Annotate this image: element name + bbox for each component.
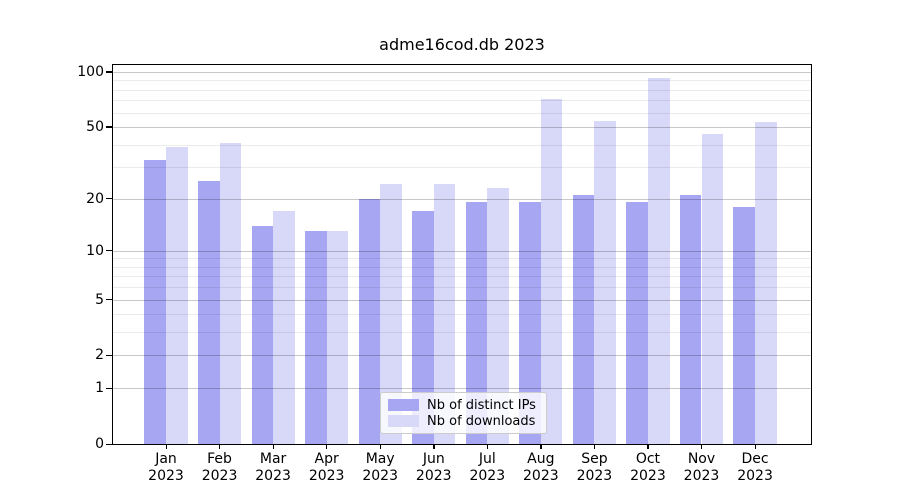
legend-item-distinct-ips: Nb of distinct IPs <box>388 398 539 413</box>
y-tick-label-50: 50 <box>86 118 104 135</box>
y-tick-label-20: 20 <box>86 190 104 207</box>
y-tick-label-10: 10 <box>86 242 104 259</box>
y-tick-mark-0 <box>106 443 112 445</box>
x-tick-label-month-dec: Dec <box>741 451 769 467</box>
x-tick-label-month-feb: Feb <box>207 451 232 467</box>
legend-swatch-downloads <box>388 415 419 427</box>
bar-nb-of-distinct-ips-aug <box>519 202 541 444</box>
x-tick-label-month-jun: Jun <box>422 451 445 467</box>
x-tick-label-month-apr: Apr <box>314 451 339 467</box>
y-tick-label-1: 1 <box>95 380 104 397</box>
x-tick-label-mar: Mar 2023 <box>241 451 305 485</box>
x-tick-label-may: May 2023 <box>348 451 412 485</box>
bar-nb-of-distinct-ips-jun <box>412 210 434 444</box>
bar-nb-of-distinct-ips-oct <box>626 202 648 444</box>
y-tick-label-0: 0 <box>95 436 104 452</box>
x-tick-label-sep: Sep 2023 <box>562 451 626 485</box>
y-tick-mark-2 <box>106 354 112 357</box>
x-tick-label-year-sep: 2023 <box>576 468 613 484</box>
bar-nb-of-downloads-apr <box>326 231 349 444</box>
x-tick-label-oct: Oct 2023 <box>616 451 680 485</box>
chart-title: adme16cod.db 2023 <box>379 35 545 54</box>
bar-nb-of-distinct-ips-mar <box>251 225 274 444</box>
x-tick-label-nov: Nov 2023 <box>670 451 734 485</box>
x-tick-label-dec: Dec 2023 <box>723 451 787 485</box>
bar-nb-of-distinct-ips-jul <box>465 202 488 444</box>
x-tick-label-feb: Feb 2023 <box>188 451 252 485</box>
x-tick-label-month-sep: Sep <box>581 451 608 467</box>
y-tick-label-2: 2 <box>95 347 104 364</box>
x-tick-label-year-dec: 2023 <box>737 468 773 484</box>
legend-label-downloads: Nb of downloads <box>427 413 536 429</box>
legend-swatch-distinct-ips <box>388 399 419 411</box>
x-tick-mark-aug <box>540 444 542 449</box>
x-tick-mark-jun <box>433 444 435 449</box>
bar-nb-of-distinct-ips-apr <box>305 231 327 444</box>
bar-nb-of-distinct-ips-sep <box>572 194 595 444</box>
bar-nb-of-distinct-ips-feb <box>197 181 220 444</box>
legend: Nb of distinct IPs Nb of downloads <box>380 392 547 434</box>
legend-label-distinct-ips: Nb of distinct IPs <box>427 397 536 413</box>
x-tick-label-year-oct: 2023 <box>630 468 666 484</box>
y-tick-mark-5 <box>106 299 112 301</box>
x-tick-label-year-jan: 2023 <box>148 468 184 484</box>
x-tick-label-jan: Jan 2023 <box>134 451 198 485</box>
x-tick-label-aug: Aug 2023 <box>509 451 573 485</box>
x-tick-label-month-aug: Aug <box>527 451 555 467</box>
x-tick-mark-feb <box>219 444 221 449</box>
y-tick-mark-1 <box>106 387 112 389</box>
x-tick-label-month-may: May <box>365 451 395 467</box>
x-tick-mark-apr <box>326 444 328 449</box>
x-tick-label-jul: Jul 2023 <box>455 451 519 485</box>
bar-nb-of-distinct-ips-may <box>358 198 381 444</box>
bars-layer <box>113 65 811 444</box>
x-tick-mark-sep <box>593 444 596 449</box>
x-tick-mark-dec <box>754 444 756 449</box>
bar-nb-of-downloads-aug <box>540 99 563 444</box>
x-tick-label-year-apr: 2023 <box>308 468 345 484</box>
bar-nb-of-downloads-jun <box>433 184 456 444</box>
bar-nb-of-downloads-dec <box>755 122 777 444</box>
y-tick-label-100: 100 <box>77 63 104 80</box>
x-tick-label-month-mar: Mar <box>259 451 287 467</box>
x-tick-label-year-mar: 2023 <box>255 468 291 484</box>
bar-nb-of-distinct-ips-dec <box>733 206 756 444</box>
x-tick-label-year-nov: 2023 <box>683 468 720 484</box>
x-tick-mark-jan <box>165 444 167 449</box>
y-tick-label-5: 5 <box>95 291 104 308</box>
x-tick-mark-nov <box>701 444 703 449</box>
x-tick-label-month-oct: Oct <box>635 451 661 467</box>
x-tick-mark-may <box>379 444 381 449</box>
x-tick-label-year-jul: 2023 <box>469 468 506 484</box>
x-tick-label-jun: Jun 2023 <box>402 451 466 485</box>
bar-nb-of-downloads-feb <box>219 142 242 444</box>
y-tick-mark-100 <box>106 71 112 73</box>
bar-nb-of-distinct-ips-nov <box>679 194 702 444</box>
y-tick-mark-20 <box>106 198 112 200</box>
bar-nb-of-downloads-jul <box>487 187 509 444</box>
x-tick-label-apr: Apr 2023 <box>295 451 359 485</box>
x-tick-label-year-may: 2023 <box>362 468 398 484</box>
x-tick-mark-jul <box>486 444 489 449</box>
x-tick-mark-oct <box>647 444 649 449</box>
bar-nb-of-downloads-nov <box>701 133 724 444</box>
bar-nb-of-downloads-jan <box>166 146 188 444</box>
y-tick-mark-50 <box>106 126 112 128</box>
bar-nb-of-downloads-sep <box>594 120 616 444</box>
x-tick-label-year-aug: 2023 <box>523 468 559 484</box>
bar-nb-of-downloads-mar <box>273 210 295 444</box>
x-tick-label-month-jan: Jan <box>155 451 177 467</box>
legend-item-downloads: Nb of downloads <box>388 414 539 429</box>
x-tick-mark-mar <box>272 444 274 449</box>
bar-nb-of-downloads-oct <box>647 77 670 444</box>
x-tick-label-year-feb: 2023 <box>201 468 238 484</box>
x-tick-label-month-nov: Nov <box>687 451 716 467</box>
bar-nb-of-distinct-ips-jan <box>144 159 166 444</box>
bar-nb-of-downloads-may <box>380 184 402 444</box>
y-tick-mark-10 <box>106 250 112 252</box>
x-tick-label-year-jun: 2023 <box>415 468 452 484</box>
x-tick-label-month-jul: Jul <box>478 451 496 467</box>
